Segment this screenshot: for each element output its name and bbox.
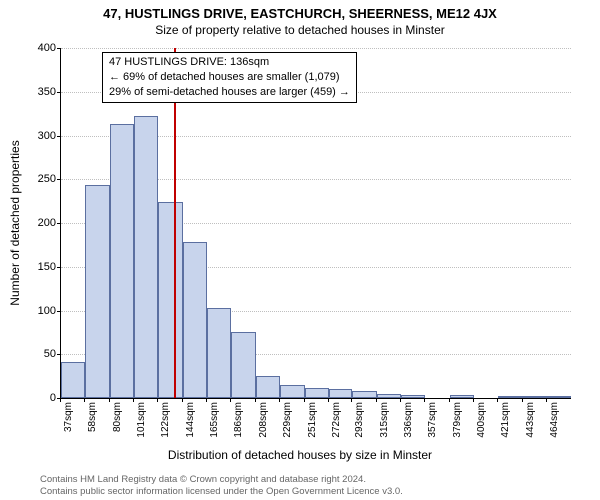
xtick-mark [157, 398, 158, 402]
xtick-label: 165sqm [209, 402, 220, 438]
xtick-label: 58sqm [87, 402, 98, 432]
grid-line [61, 48, 571, 49]
ytick-mark [57, 179, 61, 180]
ytick-label: 400 [16, 42, 56, 54]
histogram-bar [377, 394, 401, 398]
histogram-bar [352, 391, 377, 398]
xtick-label: 122sqm [160, 402, 171, 438]
histogram-bar [401, 395, 425, 399]
ytick-label: 250 [16, 173, 56, 185]
histogram-bar [110, 124, 134, 398]
histogram-bar [207, 308, 231, 398]
xtick-mark [84, 398, 85, 402]
ytick-mark [57, 311, 61, 312]
histogram-bar [134, 116, 158, 398]
histogram-bar [498, 396, 523, 398]
annotation-line3: 29% of semi-detached houses are larger (… [109, 85, 350, 100]
xtick-label: 208sqm [258, 402, 269, 438]
xtick-mark [279, 398, 280, 402]
xtick-label: 336sqm [403, 402, 414, 438]
xtick-mark [230, 398, 231, 402]
annotation-line1: 47 HUSTLINGS DRIVE: 136sqm [109, 55, 350, 70]
xtick-label: 443sqm [525, 402, 536, 438]
xtick-mark [351, 398, 352, 402]
ytick-label: 100 [16, 305, 56, 317]
ytick-mark [57, 267, 61, 268]
xtick-label: 379sqm [452, 402, 463, 438]
chart-container: 47, HUSTLINGS DRIVE, EASTCHURCH, SHEERNE… [0, 0, 600, 500]
xtick-mark [376, 398, 377, 402]
footer-line1: Contains HM Land Registry data © Crown c… [40, 474, 600, 486]
ytick-mark [57, 92, 61, 93]
xtick-mark [522, 398, 523, 402]
ytick-label: 0 [16, 392, 56, 404]
annotation-box: 47 HUSTLINGS DRIVE: 136sqm ← 69% of deta… [102, 52, 357, 103]
xtick-label: 272sqm [331, 402, 342, 438]
xtick-mark [182, 398, 183, 402]
ytick-mark [57, 223, 61, 224]
xtick-label: 80sqm [112, 402, 123, 432]
xtick-label: 357sqm [427, 402, 438, 438]
ytick-label: 50 [16, 348, 56, 360]
footer-line2: Contains public sector information licen… [40, 486, 600, 498]
x-axis-label: Distribution of detached houses by size … [0, 448, 600, 462]
ytick-label: 300 [16, 130, 56, 142]
histogram-bar [450, 395, 474, 398]
xtick-label: 315sqm [379, 402, 390, 438]
ytick-label: 200 [16, 217, 56, 229]
histogram-bar [231, 332, 256, 398]
xtick-mark [449, 398, 450, 402]
histogram-bar [183, 242, 207, 398]
histogram-bar [280, 385, 305, 398]
chart-subtitle: Size of property relative to detached ho… [0, 21, 600, 41]
chart-title: 47, HUSTLINGS DRIVE, EASTCHURCH, SHEERNE… [0, 0, 600, 21]
xtick-label: 421sqm [500, 402, 511, 438]
xtick-label: 37sqm [63, 402, 74, 432]
histogram-bar [523, 396, 547, 398]
ytick-mark [57, 354, 61, 355]
histogram-bar [547, 396, 571, 398]
ytick-mark [57, 48, 61, 49]
ytick-label: 150 [16, 261, 56, 273]
histogram-bar [256, 376, 280, 398]
xtick-mark [255, 398, 256, 402]
histogram-bar [329, 389, 353, 398]
xtick-mark [133, 398, 134, 402]
xtick-label: 400sqm [476, 402, 487, 438]
xtick-label: 144sqm [185, 402, 196, 438]
xtick-mark [424, 398, 425, 402]
histogram-bar [305, 388, 329, 399]
histogram-bar [158, 202, 183, 398]
xtick-mark [109, 398, 110, 402]
ytick-label: 350 [16, 86, 56, 98]
histogram-bar [61, 362, 85, 398]
plot-area: 47 HUSTLINGS DRIVE: 136sqm ← 69% of deta… [60, 48, 570, 398]
ytick-mark [57, 136, 61, 137]
xtick-mark [304, 398, 305, 402]
xtick-label: 229sqm [282, 402, 293, 438]
xtick-label: 251sqm [307, 402, 318, 438]
annotation-line2: ← 69% of detached houses are smaller (1,… [109, 70, 350, 85]
xtick-label: 464sqm [549, 402, 560, 438]
xtick-mark [473, 398, 474, 402]
xtick-mark [60, 398, 61, 402]
xtick-label: 293sqm [354, 402, 365, 438]
xtick-mark [546, 398, 547, 402]
xtick-label: 186sqm [233, 402, 244, 438]
xtick-label: 101sqm [136, 402, 147, 438]
xtick-mark [328, 398, 329, 402]
histogram-bar [85, 185, 110, 398]
footer-attribution: Contains HM Land Registry data © Crown c… [0, 474, 600, 498]
xtick-mark [206, 398, 207, 402]
xtick-mark [497, 398, 498, 402]
xtick-mark [400, 398, 401, 402]
